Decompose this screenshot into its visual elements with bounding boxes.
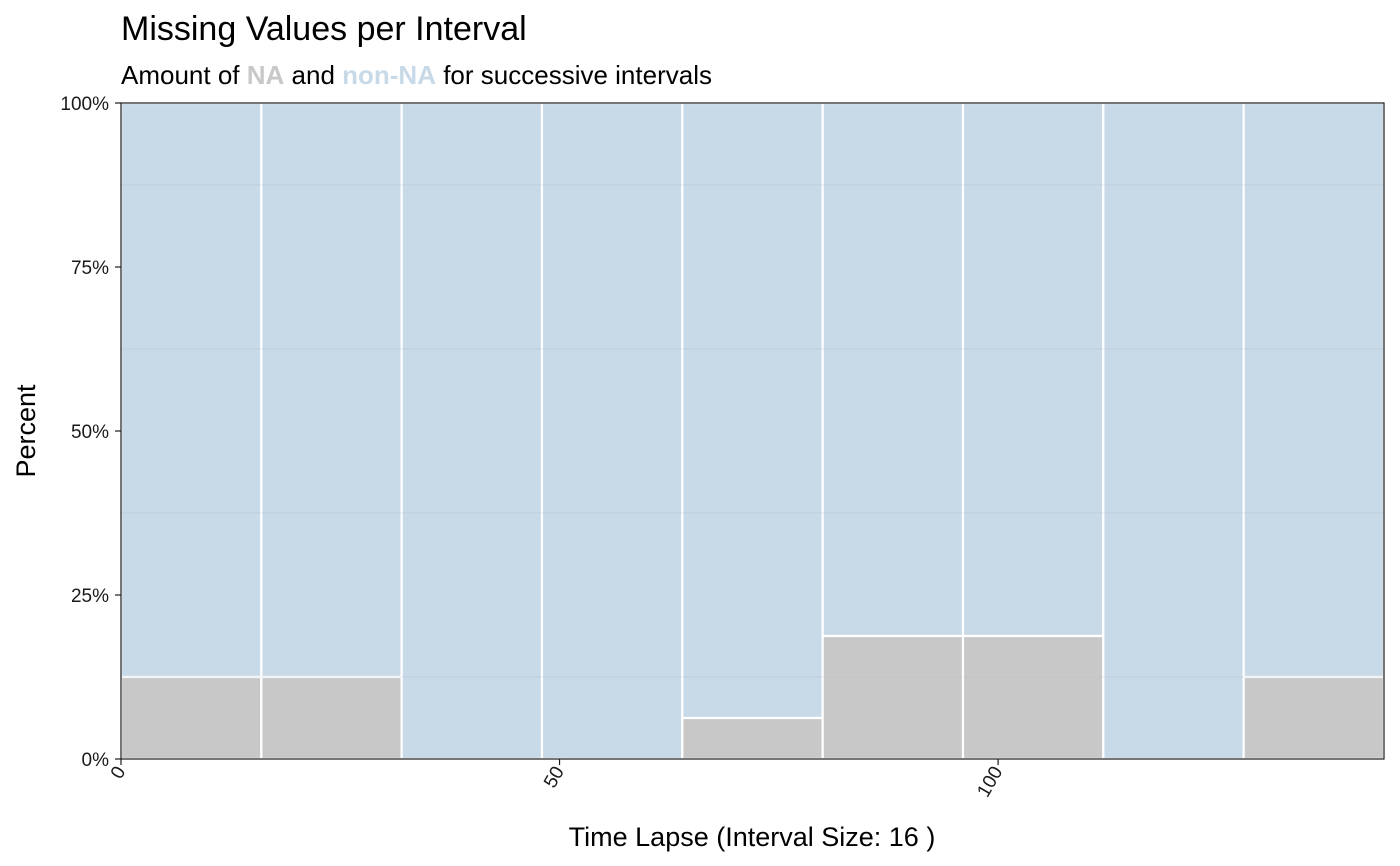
- y-tick-label: 50%: [71, 422, 109, 443]
- y-tick-label: 0%: [82, 750, 110, 771]
- chart-subtitle: Amount of NA and non-NA for successive i…: [121, 60, 712, 90]
- y-tick-label: 75%: [71, 258, 109, 279]
- bar-na: [821, 634, 965, 761]
- bar-non-na: [681, 101, 824, 720]
- bar-non-na: [1242, 101, 1386, 679]
- chart-title: Missing Values per Interval: [121, 10, 527, 48]
- subtitle-non-na-highlight: non-NA: [342, 60, 436, 90]
- bar-na: [961, 634, 1105, 761]
- gridlines: [121, 184, 1384, 678]
- y-axis: 0% 25% 50% 75% 100%: [60, 94, 121, 771]
- bar-non-na: [961, 101, 1105, 638]
- x-axis-title: Time Lapse (Interval Size: 16 ): [569, 822, 936, 852]
- bar-non-na: [1102, 101, 1245, 761]
- x-tick-label: 50: [540, 763, 569, 792]
- bars-layer: [119, 101, 1386, 761]
- bar-na: [681, 716, 824, 761]
- y-tick-label: 25%: [71, 586, 109, 607]
- bar-na: [260, 675, 403, 761]
- x-tick-label: 0: [107, 763, 130, 783]
- bar-non-na: [400, 101, 544, 761]
- x-tick-label: 100: [973, 763, 1007, 801]
- bar-non-na: [119, 101, 263, 679]
- bar-non-na: [821, 101, 965, 638]
- subtitle-prefix: Amount of: [121, 60, 247, 90]
- bar-na: [119, 675, 263, 761]
- y-axis-title: Percent: [11, 384, 41, 478]
- subtitle-suffix: for successive intervals: [436, 60, 712, 90]
- y-tick-label: 100%: [60, 94, 109, 115]
- bar-non-na: [260, 101, 403, 679]
- subtitle-na-highlight: NA: [247, 60, 285, 90]
- bar-na: [1242, 675, 1386, 761]
- subtitle-middle: and: [284, 60, 342, 90]
- bar-non-na: [540, 101, 684, 761]
- x-axis: 0 50 100: [107, 759, 1007, 801]
